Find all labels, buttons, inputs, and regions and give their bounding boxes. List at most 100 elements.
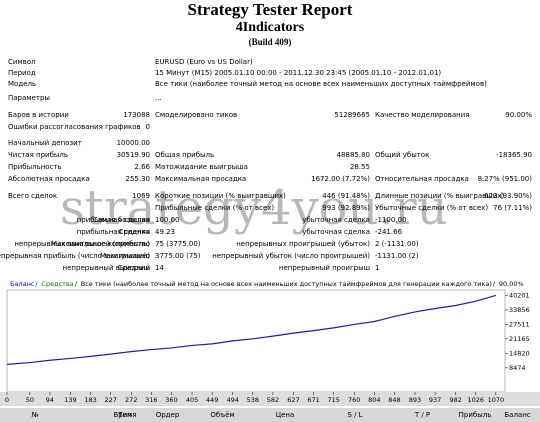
- x-tick-label: 405: [186, 396, 198, 404]
- cell: непрерывных проигрышей (убыток): [236, 240, 370, 248]
- cell: 14: [155, 264, 164, 272]
- cell: Убыточные сделки (% от всех): [375, 204, 489, 212]
- cell: убыточная сделка: [302, 228, 370, 236]
- column-header: №: [31, 411, 39, 419]
- y-tick-label: 40201: [509, 291, 530, 299]
- cell: Матожидание выигрыша: [155, 163, 248, 171]
- x-tick-label: 1070: [488, 396, 505, 404]
- cell: непрерывный выигрыш: [62, 264, 150, 272]
- x-tick-label: 582: [267, 396, 279, 404]
- legend-entry: 90.00%: [499, 280, 524, 288]
- cell: 3775.00 (75): [155, 252, 201, 260]
- legend-sep: /: [75, 280, 78, 288]
- legend-entry: Средства: [41, 280, 73, 288]
- cell: Начальный депозит: [8, 139, 82, 147]
- cell: 255.30: [125, 175, 151, 183]
- x-tick-label: 272: [125, 396, 137, 404]
- x-tick-label: 982: [449, 396, 461, 404]
- legend-entry: Все тики (наиболее точный метод на основ…: [81, 280, 492, 288]
- cell: Общий убыток: [375, 151, 430, 159]
- x-tick-label: 715: [327, 396, 339, 404]
- cell: Средняя: [118, 228, 150, 236]
- legend-sep: /: [493, 280, 496, 288]
- cell: -1131.00 (2): [375, 252, 419, 260]
- cell: прибыльная сделка: [76, 216, 150, 224]
- cell: Максимально: [100, 252, 150, 260]
- x-tick-label: 893: [409, 396, 421, 404]
- cell: 49.23: [155, 228, 176, 236]
- cell: непрерывных выигрышей (прибыль): [14, 240, 150, 248]
- watermark: strategy4you.ru: [60, 180, 448, 236]
- cell: 28.55: [349, 163, 370, 171]
- cell: Качество моделирования: [375, 111, 470, 119]
- cell: Параметры: [8, 94, 50, 102]
- x-tick-label: 183: [84, 396, 96, 404]
- cell: 2.66: [134, 163, 150, 171]
- cell: 1672.00 (7.72%): [311, 175, 370, 183]
- cell: -1100.00: [375, 216, 407, 224]
- subtitle: 4Indicators: [235, 20, 305, 35]
- cell: 0: [145, 123, 150, 131]
- cell: Баров в истории: [8, 111, 69, 119]
- cell: 2 (-1131.00): [375, 240, 419, 248]
- cell: 173088: [123, 111, 150, 119]
- column-header: Ордер: [155, 411, 180, 419]
- column-header: Тип: [118, 411, 132, 419]
- cell: Символ: [8, 58, 36, 66]
- y-tick-label: 8474: [509, 364, 526, 372]
- x-tick-label: 0: [5, 396, 9, 404]
- cell: 30519.90: [116, 151, 150, 159]
- x-axis-bar: [0, 392, 540, 406]
- x-tick-label: 94: [46, 396, 54, 404]
- y-tick-label: 33856: [509, 306, 530, 314]
- legend-sep: /: [35, 280, 38, 288]
- cell: Длинные позиции (% выигравших): [375, 192, 505, 200]
- x-tick-label: 50: [26, 396, 34, 404]
- cell: Модель: [8, 80, 37, 88]
- plot-frame: [6, 289, 506, 393]
- column-header: Цена: [275, 411, 295, 419]
- y-tick-label: 21165: [509, 335, 530, 343]
- column-header: T / P: [414, 411, 431, 419]
- cell: -18365.90: [496, 151, 532, 159]
- cell: прибыльная сделка: [76, 228, 150, 236]
- cell: Прибыльные сделки (% от всех): [155, 204, 275, 212]
- legend-entry: Баланс: [10, 280, 35, 288]
- cell: 15 Минут (M15) 2005.01.10 00:00 - 2011.1…: [155, 69, 442, 77]
- cell: 10000.00: [116, 139, 150, 147]
- cell: EURUSD (Euro vs US Dollar): [155, 58, 253, 66]
- y-tick-label: 27511: [509, 320, 530, 328]
- x-tick-label: 937: [429, 396, 441, 404]
- x-tick-label: 494: [226, 396, 238, 404]
- cell: Все тики (наиболее точный метод на основ…: [155, 80, 487, 88]
- cell: Самая большая: [92, 216, 150, 224]
- cell: ...: [155, 94, 162, 102]
- cell: непрерывный убыток (число проигрышей): [212, 252, 370, 260]
- x-tick-label: 139: [64, 396, 76, 404]
- x-tick-label: 316: [145, 396, 157, 404]
- x-tick-label: 538: [247, 396, 259, 404]
- cell: убыточная сделка: [302, 216, 370, 224]
- cell: Абсолютная просадка: [8, 175, 90, 183]
- cell: 75 (3775.00): [155, 240, 201, 248]
- cell: Период: [8, 69, 36, 77]
- cell: Смоделировано тиков: [155, 111, 238, 119]
- cell: Всего сделок: [8, 192, 58, 200]
- header-bar: [0, 408, 540, 422]
- column-header: Баланс: [504, 411, 531, 419]
- cell: Максимальное количество: [51, 240, 150, 248]
- x-tick-label: 804: [368, 396, 380, 404]
- x-tick-label: 848: [388, 396, 400, 404]
- cell: Прибыльность: [8, 163, 62, 171]
- x-tick-label: 671: [307, 396, 319, 404]
- x-tick-label: 1026: [467, 396, 484, 404]
- cell: 8.27% (951.00): [477, 175, 532, 183]
- column-header: Прибыль: [458, 411, 492, 419]
- cell: непрерывная прибыль (число выигрышей): [0, 252, 150, 260]
- cell: непрерывный проигрыш: [278, 264, 370, 272]
- cell: Короткие позиции (% выигравших): [155, 192, 286, 200]
- cell: 993 (92.89%): [322, 204, 370, 212]
- cell: -241.66: [375, 228, 403, 236]
- cell: Относительная просадка: [375, 175, 469, 183]
